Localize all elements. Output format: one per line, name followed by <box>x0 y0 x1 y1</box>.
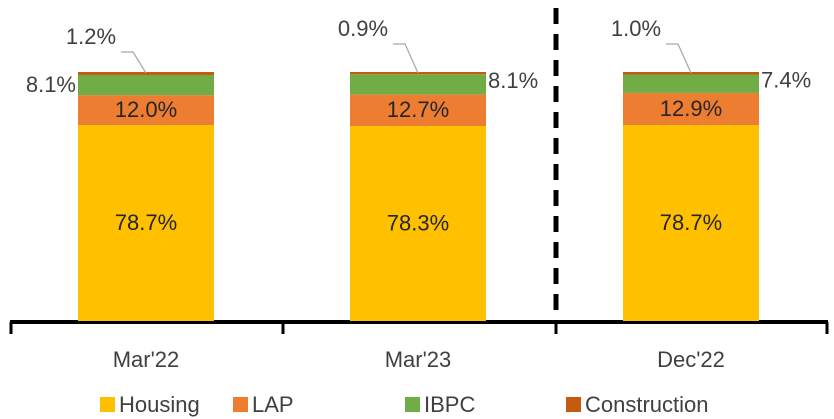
leader-line <box>666 43 692 74</box>
data-label: 8.1% <box>488 68 538 93</box>
bar-segment <box>78 95 214 126</box>
legend-label: Construction <box>585 392 709 417</box>
leader-line <box>121 51 147 74</box>
bar-segment <box>623 92 759 126</box>
data-label: 12.0% <box>115 97 177 122</box>
bar-segment <box>623 72 759 75</box>
data-label: 78.3% <box>387 210 449 235</box>
bar-segment <box>78 125 214 321</box>
bar-segment <box>623 125 759 321</box>
bar-segment <box>350 94 486 127</box>
legend-label: LAP <box>252 392 294 417</box>
data-label: 12.9% <box>660 96 722 121</box>
legend-label: IBPC <box>424 392 475 417</box>
legend-swatch <box>566 397 581 412</box>
leader-line <box>393 43 419 74</box>
data-label: 1.2% <box>66 24 116 49</box>
x-tick-label: Dec'22 <box>657 347 725 372</box>
bar-segment <box>78 74 214 96</box>
data-label: 78.7% <box>660 210 722 235</box>
data-label: 0.9% <box>338 16 388 41</box>
bar-segment <box>350 74 486 95</box>
data-label: 12.7% <box>387 97 449 122</box>
legend-swatch <box>100 397 115 412</box>
legend-swatch <box>405 397 420 412</box>
bar-segment <box>78 72 214 75</box>
data-label: 8.1% <box>26 72 76 97</box>
bar-segment <box>350 126 486 322</box>
bar-segment <box>350 72 486 75</box>
legend-swatch <box>233 397 248 412</box>
data-label: 7.4% <box>761 68 811 93</box>
data-label: 1.0% <box>611 16 661 41</box>
bar-segment <box>623 74 759 93</box>
x-tick-label: Mar'23 <box>385 347 452 372</box>
data-label: 78.7% <box>115 210 177 235</box>
legend-label: Housing <box>119 392 200 417</box>
x-tick-label: Mar'22 <box>113 347 180 372</box>
